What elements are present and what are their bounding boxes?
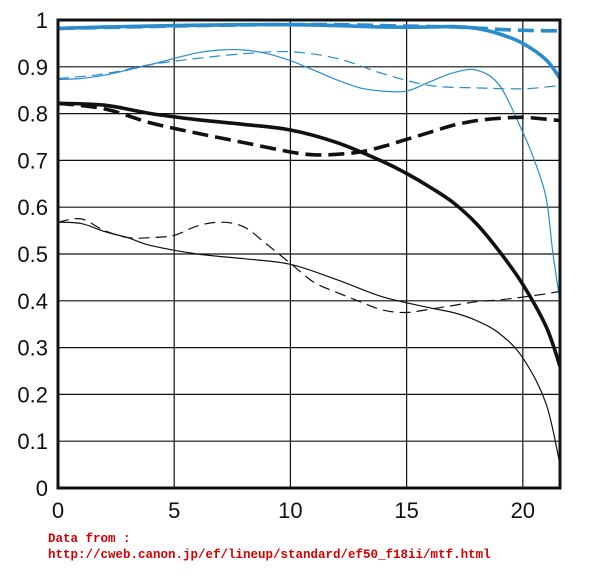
- y-tick-label: 0.1: [17, 429, 48, 454]
- source-note-label: Data from :: [48, 532, 131, 546]
- y-tick-label: 0.5: [17, 242, 48, 267]
- series-line-1: [57, 22, 562, 80]
- y-tick-label: 0.3: [17, 336, 48, 361]
- series-line-7: [57, 221, 561, 465]
- chart-series: [57, 22, 562, 465]
- series-line-8: [57, 218, 561, 314]
- x-tick-label: 10: [278, 498, 302, 523]
- y-tick-label: 0.9: [17, 55, 48, 80]
- y-tick-label: 0.8: [17, 102, 48, 127]
- y-tick-label: 0.7: [17, 148, 48, 173]
- y-tick-label: 0.2: [17, 382, 48, 407]
- y-tick-label: 1: [36, 8, 48, 33]
- series-line-6: [57, 101, 561, 157]
- series-line-4: [57, 51, 561, 90]
- y-tick-label: 0.4: [17, 289, 48, 314]
- y-tick-label: 0.6: [17, 195, 48, 220]
- series-line-5: [57, 101, 562, 367]
- series-line-3: [57, 48, 561, 301]
- chart-grid: [58, 20, 560, 488]
- source-url: http://cweb.canon.jp/ef/lineup/standard/…: [48, 548, 491, 562]
- y-axis-ticks: 0 0.1 0.2 0.3 0.4 0.5 0.6 0.7 0.8 0.9 1: [17, 8, 48, 501]
- mtf-chart: 0 0.1 0.2 0.3 0.4 0.5 0.6 0.7 0.8 0.9 1 0 5 10 15 20: [17, 8, 562, 523]
- y-tick-label: 0: [36, 476, 48, 501]
- x-axis-ticks: 0 5 10 15 20: [52, 498, 535, 523]
- x-tick-label: 0: [52, 498, 64, 523]
- plot-frame: [56, 18, 562, 490]
- x-tick-label: 15: [394, 498, 418, 523]
- series-line-2: [57, 22, 560, 33]
- x-tick-label: 5: [168, 498, 180, 523]
- x-tick-label: 20: [511, 498, 535, 523]
